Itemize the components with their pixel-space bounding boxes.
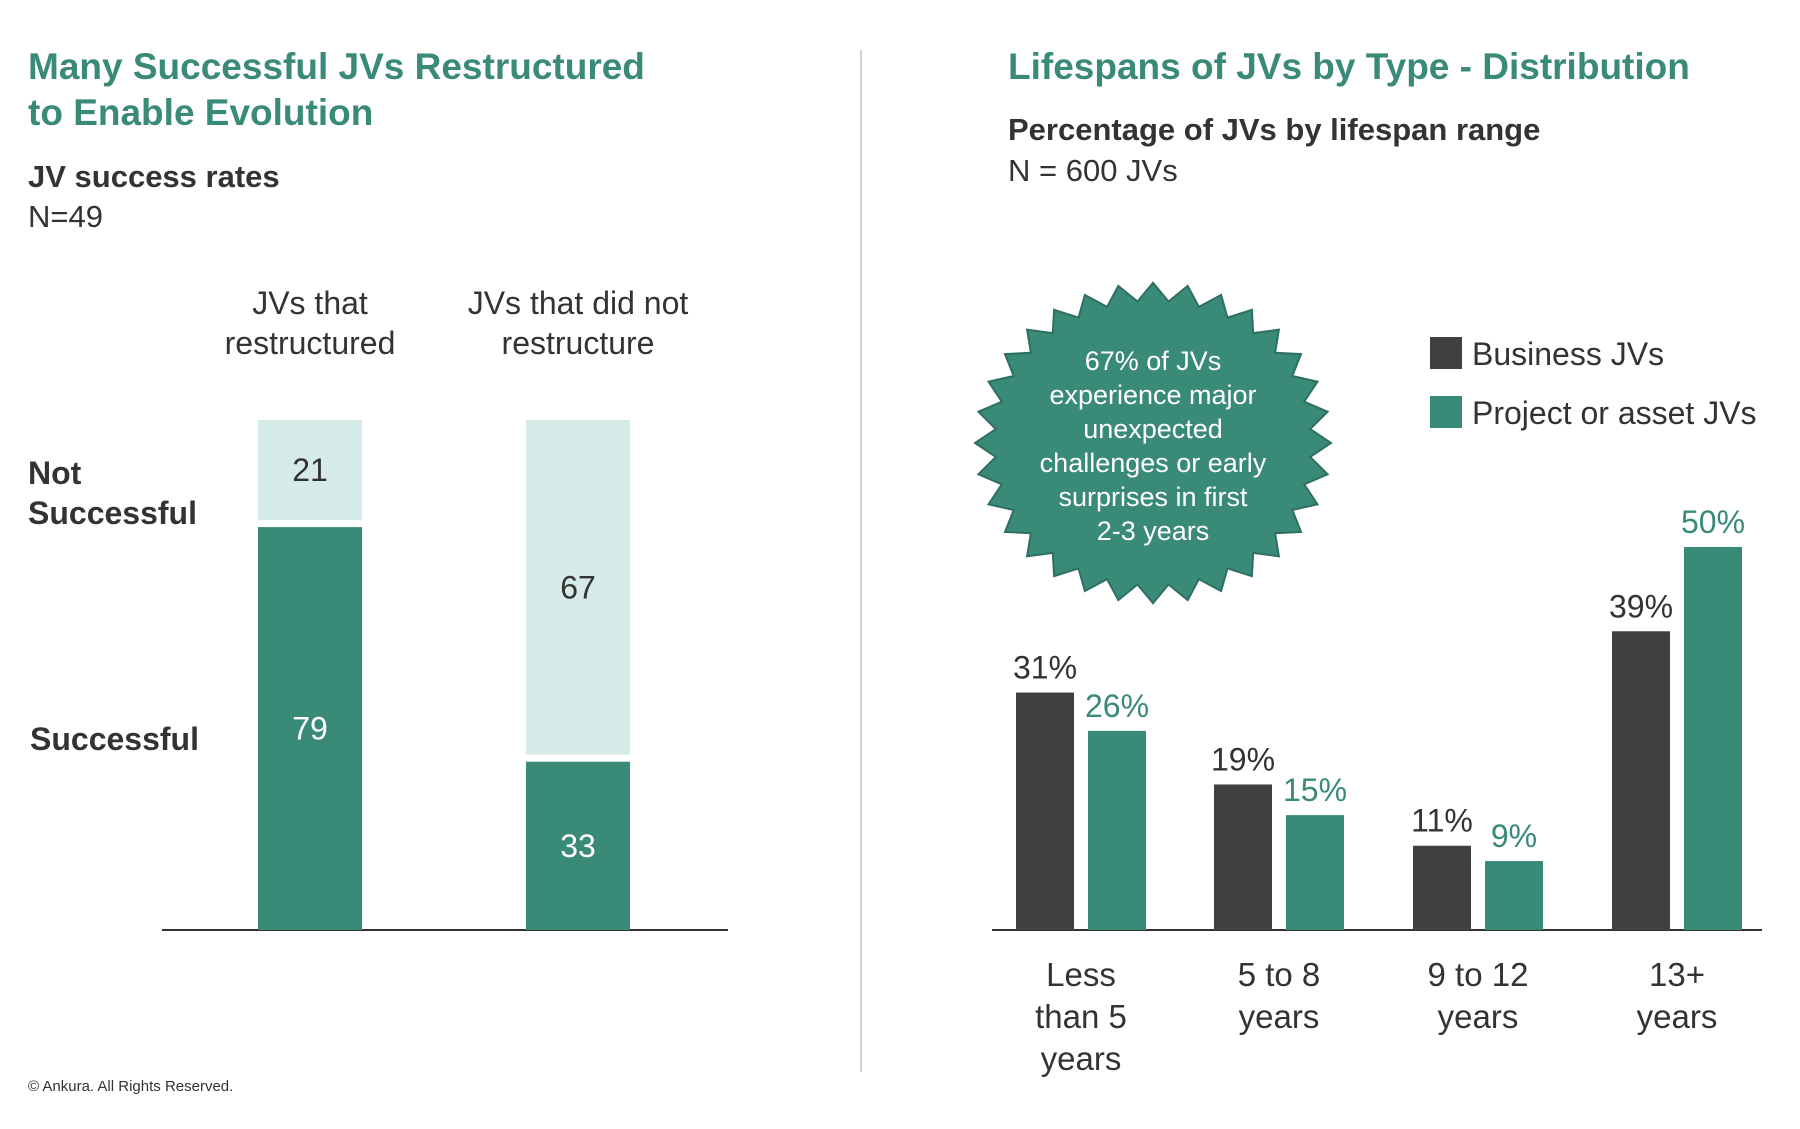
row-label-successful: Successful [30,721,199,757]
right-chart-title: Lifespans of JVs by Type - Distribution [1008,46,1690,87]
category-label-line: than 5 [1035,998,1127,1035]
category-label-line: JVs that [252,285,368,321]
data-label-project-asset-jvs: 26% [1085,688,1149,724]
category-label-line: years [1239,998,1320,1035]
bar-business-jvs [1214,784,1272,930]
bar-business-jvs [1016,692,1074,930]
data-label-business-jvs: 19% [1211,741,1275,777]
category-label-line: 13+ [1649,956,1705,993]
legend-swatch [1430,337,1462,369]
data-label-successful: 79 [292,711,328,747]
callout-text-line: challenges or early [1040,448,1267,478]
callout-text-line: 2-3 years [1097,516,1210,546]
data-label-business-jvs: 11% [1411,803,1473,839]
right-grouped-bar-chart: 67% of JVs experience major unexpected chal… [973,281,1762,1077]
legend-label: Project or asset JVs [1472,395,1757,431]
category-label: JVs that restructured [225,285,396,361]
bar-not-successful [258,420,362,521]
category-label-line: JVs that did not [468,285,689,321]
left-title-line-1: Many Successful JVs Restructured [28,46,645,87]
panel-divider [860,50,862,1072]
callout-text-line: unexpected [1083,414,1223,444]
category-label-line: Less [1046,956,1116,993]
copyright-notice: © Ankura. All Rights Reserved. [28,1078,234,1095]
bar-project-asset-jvs [1286,815,1344,930]
legend-label: Business JVs [1472,336,1664,372]
bar-project-asset-jvs [1684,547,1742,930]
bar-successful [258,527,362,930]
category-label-line: years [1041,1040,1122,1077]
left-chart-title: Many Successful JVs Restructured to Enab… [28,44,645,136]
category-label: 9 to 12 years [1428,956,1529,1035]
row-label-successful-line: Successful [30,721,199,757]
data-label-project-asset-jvs: 50% [1681,504,1745,540]
callout-starburst [973,281,1333,605]
callout-text: 67% of JVs experience major unexpected chal… [1040,346,1267,546]
bar-business-jvs [1413,845,1471,930]
callout-text-line: experience major [1049,380,1256,410]
callout-text-line: surprises in first [1058,482,1248,512]
data-label-project-asset-jvs: 15% [1283,772,1347,808]
category-label-line: 5 to 8 [1238,956,1321,993]
left-sample-size: N=49 [28,199,103,234]
category-label: JVs that did not restructure [468,285,689,361]
row-label-not-successful: Not Successful [28,455,197,531]
bar-not-successful [526,420,630,755]
callout-text-line: 67% of JVs [1085,346,1222,376]
legend-swatch [1430,396,1462,428]
bar-project-asset-jvs [1485,861,1543,930]
row-label-not-successful-line: Not [28,455,82,491]
right-chart-subtitle: Percentage of JVs by lifespan range [1008,112,1541,147]
category-label: 13+ years [1637,956,1718,1035]
left-stacked-bar-chart: 79 21 JVs that restructured 33 67 JVs that did… [28,285,728,931]
category-label-line: years [1637,998,1718,1035]
category-label-line: 9 to 12 [1428,956,1529,993]
category-label-line: restructured [225,325,396,361]
row-label-not-successful-line: Successful [28,495,197,531]
data-label-not-successful: 67 [560,569,596,605]
data-label-business-jvs: 39% [1609,588,1673,624]
data-label-not-successful: 21 [292,452,328,488]
bar-successful [526,761,630,930]
data-label-successful: 33 [560,828,596,864]
bar-project-asset-jvs [1088,730,1146,930]
right-sample-size: N = 600 JVs [1008,153,1178,188]
data-label-project-asset-jvs: 9% [1491,818,1537,854]
left-chart-subtitle: JV success rates [28,159,280,194]
left-title-line-2: to Enable Evolution [28,92,374,133]
category-label: 5 to 8 years [1238,956,1321,1035]
category-label: Less than 5 years [1035,956,1127,1077]
category-label-line: years [1438,998,1519,1035]
category-label-line: restructure [502,325,655,361]
data-label-business-jvs: 31% [1013,650,1077,686]
bar-business-jvs [1612,631,1670,930]
